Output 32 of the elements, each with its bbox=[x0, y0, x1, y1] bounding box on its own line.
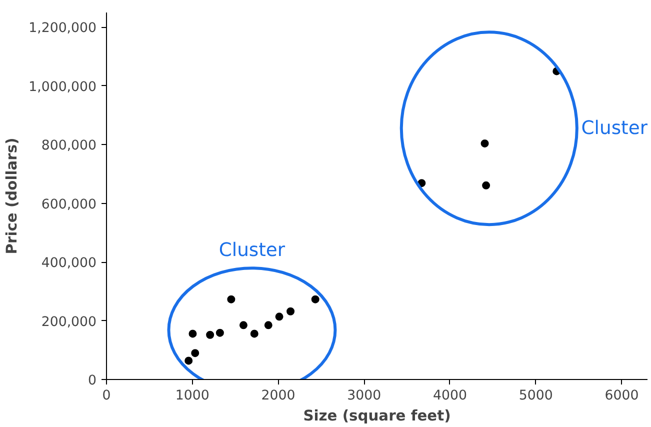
x-tick-label: 0 bbox=[102, 388, 111, 404]
x-axis-title: Size (square feet) bbox=[303, 408, 451, 424]
point bbox=[206, 330, 214, 339]
point bbox=[250, 330, 258, 338]
point bbox=[216, 328, 224, 337]
point bbox=[184, 356, 193, 365]
y-tick-label: 200,000 bbox=[41, 314, 97, 330]
x-tick-label: 6000 bbox=[604, 388, 639, 404]
point bbox=[227, 295, 236, 304]
x-tick-label: 2000 bbox=[261, 388, 296, 404]
point bbox=[264, 321, 272, 330]
point bbox=[239, 321, 248, 330]
point bbox=[191, 349, 200, 358]
point bbox=[275, 312, 284, 321]
y-tick-label: 0 bbox=[88, 374, 97, 388]
x-tick-label: 1000 bbox=[175, 388, 210, 404]
x-tick-label: 5000 bbox=[518, 388, 553, 404]
x-tick-label: 3000 bbox=[347, 388, 382, 404]
point bbox=[286, 307, 295, 316]
y-tick-label: 800,000 bbox=[41, 138, 97, 154]
x-tick-label: 4000 bbox=[433, 388, 467, 404]
annotation: Cluster bbox=[581, 118, 648, 139]
y-tick-label: 600,000 bbox=[41, 197, 97, 212]
point bbox=[482, 181, 490, 190]
annotation: Cluster bbox=[218, 240, 286, 261]
y-tick-label: 1,200,000 bbox=[28, 21, 97, 36]
y-tick-label: 1,000,000 bbox=[28, 80, 97, 95]
point bbox=[480, 139, 489, 148]
y-axis-title: Price (dollars) bbox=[4, 138, 21, 254]
point bbox=[311, 295, 320, 304]
point bbox=[188, 330, 197, 338]
y-tick-label: 400,000 bbox=[41, 256, 97, 272]
